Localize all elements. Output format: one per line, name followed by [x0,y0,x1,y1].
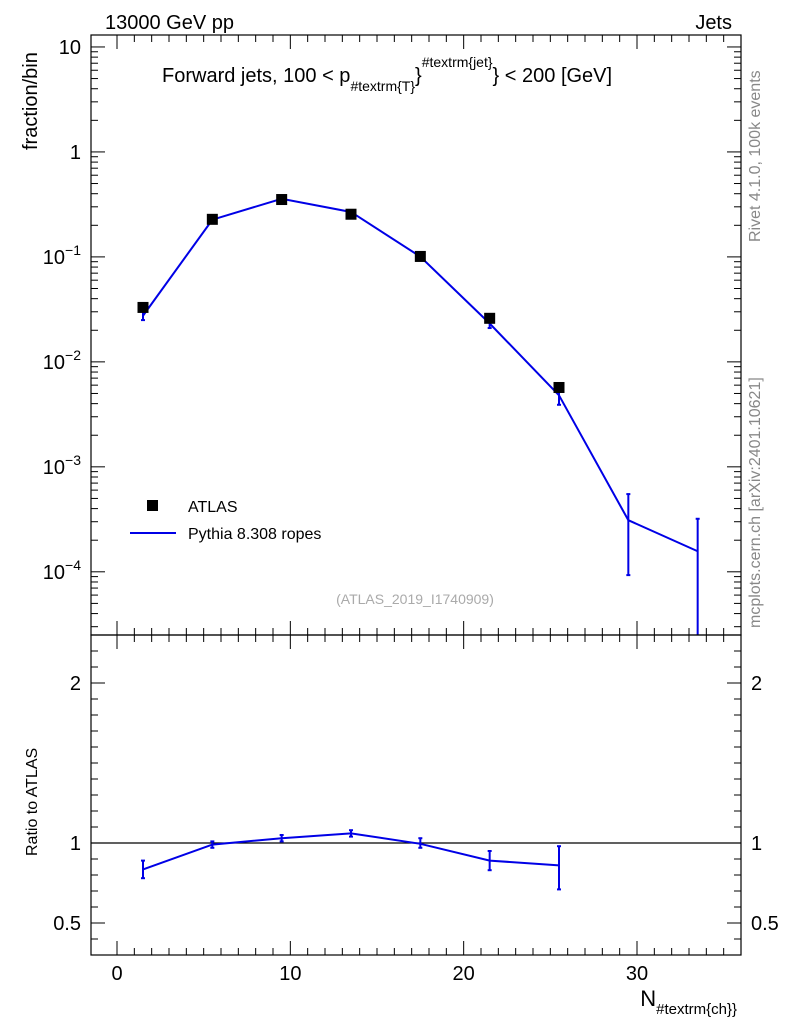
main-ylabel: fraction/bin [20,52,42,150]
x-tick-label: 0 [111,963,122,985]
y-tick-label-exp: −4 [65,557,81,573]
y-tick-label-ratio: 1 [70,833,81,855]
data-point [276,194,288,206]
title-brace: } [415,65,422,87]
y-tick-label-base: 10 [43,562,65,584]
y-tick-label-main: 10−4 [43,557,81,584]
x-label-main: N [640,986,656,1011]
y-tick-label-main: 1 [70,142,81,164]
y-tick-label-ratio: 0.5 [53,913,81,935]
title-sup: #textrm{jet} [422,54,493,70]
data-point [484,312,496,324]
y-tick-label-main: 10−3 [43,452,81,479]
side-label-bottom: mcplots.cern.ch [arXiv:2401.10621] [747,377,764,628]
ratio-line [142,832,560,871]
y-tick-label-base: 10 [43,352,65,374]
y-tick-label-base: 1 [70,142,81,164]
legend-label-pythia: Pythia 8.308 ropes [188,526,321,543]
y-tick-label-exp: −3 [65,452,81,468]
analysis-watermark: (ATLAS_2019_I1740909) [336,591,494,607]
y-tick-label-ratio: 2 [70,673,81,695]
legend-marker-atlas [147,500,158,511]
title-sub: #textrm{T} [350,78,415,94]
main-frame [90,34,742,636]
y-tick-label-exp: −2 [65,347,81,363]
x-tick-label: 30 [626,963,648,985]
x-label-sub: #textrm{ch}} [656,1001,737,1018]
y-tick-label-main: 10−2 [43,347,81,374]
legend: ATLAS Pythia 8.308 ropes [130,499,321,543]
ratio-ylabel: Ratio to ATLAS [24,748,41,856]
x-axis-label: N#textrm{ch}} [640,986,737,1018]
side-label-top: Rivet 4.1.0, 100k events [747,70,764,242]
title-prefix: Forward jets, 100 < p [162,65,350,87]
main-title: Forward jets, 100 < p#textrm{T}}#textrm{… [162,54,612,94]
header-right: Jets [695,12,732,34]
x-tick-label: 10 [279,963,301,985]
y-tick-label-exp: −1 [65,242,81,258]
y-tick-label-ratio-right: 2 [751,673,762,695]
data-point [414,250,426,262]
x-tick-label: 20 [453,963,475,985]
y-tick-label-base: 10 [59,37,81,59]
y-tick-label-ratio-right: 1 [751,833,762,855]
title-suffix: } < 200 [GeV] [493,65,613,87]
y-tick-label-main: 10−1 [43,242,81,269]
y-tick-label-ratio-right: 0.5 [751,913,779,935]
data-point [206,213,218,225]
ratio-frame [90,634,742,956]
header-left: 13000 GeV pp [105,12,234,34]
y-tick-label-main: 10 [59,37,81,59]
data-point [137,301,149,313]
data-point [553,381,565,393]
legend-label-atlas: ATLAS [188,499,238,516]
y-tick-label-base: 10 [43,457,65,479]
data-point [345,208,357,220]
y-tick-label-base: 10 [43,247,65,269]
